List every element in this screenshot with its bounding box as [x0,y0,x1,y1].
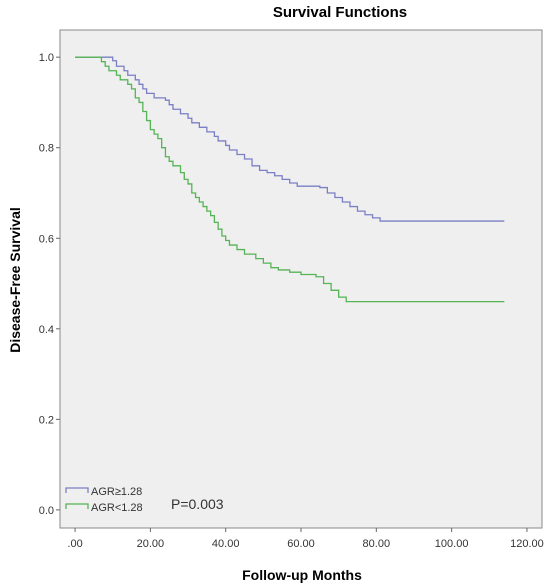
series-layer [75,56,505,303]
p-value-annotation: P=0.003 [171,496,224,512]
y-axis-title: Disease-Free Survival [7,207,23,353]
legend-swatch [65,503,89,509]
y-tick-label: 1.0 [39,52,54,64]
x-tick-label: 20.00 [137,538,165,550]
y-tick-label: 0.4 [39,324,54,336]
y-tick-label: 0.2 [39,414,54,426]
y-tick-label: 0.8 [39,143,54,155]
y-tick-label: 0.6 [39,233,54,245]
y-axis: 0.0 0.2 0.4 0.6 0.8 1.0 [39,52,60,517]
legend-label: AGR<1.28 [91,502,143,514]
legend-swatch [65,487,89,493]
x-tick-label: .00 [67,538,82,550]
legend-label: AGR≥1.28 [91,486,142,498]
survival-curve-low-agr [75,56,505,303]
x-tick-label: 100.00 [435,538,469,550]
y-tick-label: 0.0 [39,505,54,517]
x-axis: .00 20.00 40.00 60.00 80.00 100.00 120.00 [67,528,544,550]
x-tick-label: 80.00 [363,538,391,550]
plot-area [59,29,543,529]
x-axis-title: Follow-up Months [242,567,362,583]
chart-title: Survival Functions [273,4,407,21]
legend: AGR≥1.28 AGR<1.28 [65,486,143,514]
x-tick-label: 120.00 [510,538,544,550]
x-tick-label: 40.00 [212,538,240,550]
survival-curve-high-agr [75,56,505,222]
x-tick-label: 60.00 [287,538,315,550]
